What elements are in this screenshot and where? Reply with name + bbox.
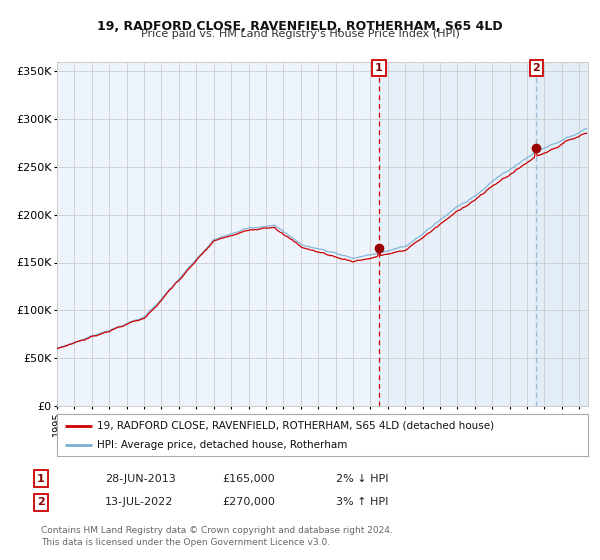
Text: Contains HM Land Registry data © Crown copyright and database right 2024.
This d: Contains HM Land Registry data © Crown c… (41, 526, 392, 547)
Text: 2% ↓ HPI: 2% ↓ HPI (336, 474, 389, 484)
Text: 13-JUL-2022: 13-JUL-2022 (105, 497, 173, 507)
Text: £270,000: £270,000 (222, 497, 275, 507)
Bar (379, 62, 536, 406)
Text: 3% ↑ HPI: 3% ↑ HPI (336, 497, 388, 507)
Text: 1: 1 (375, 63, 383, 73)
Text: 19, RADFORD CLOSE, RAVENFIELD, ROTHERHAM, S65 4LD (detached house): 19, RADFORD CLOSE, RAVENFIELD, ROTHERHAM… (97, 421, 494, 431)
Text: HPI: Average price, detached house, Rotherham: HPI: Average price, detached house, Roth… (97, 440, 347, 450)
Bar (536, 62, 588, 406)
Text: £165,000: £165,000 (222, 474, 275, 484)
Text: 1: 1 (37, 474, 44, 484)
Text: 19, RADFORD CLOSE, RAVENFIELD, ROTHERHAM, S65 4LD: 19, RADFORD CLOSE, RAVENFIELD, ROTHERHAM… (97, 20, 503, 33)
Text: 2: 2 (37, 497, 44, 507)
Text: Price paid vs. HM Land Registry's House Price Index (HPI): Price paid vs. HM Land Registry's House … (140, 29, 460, 39)
Text: 2: 2 (532, 63, 540, 73)
Text: 28-JUN-2013: 28-JUN-2013 (105, 474, 176, 484)
